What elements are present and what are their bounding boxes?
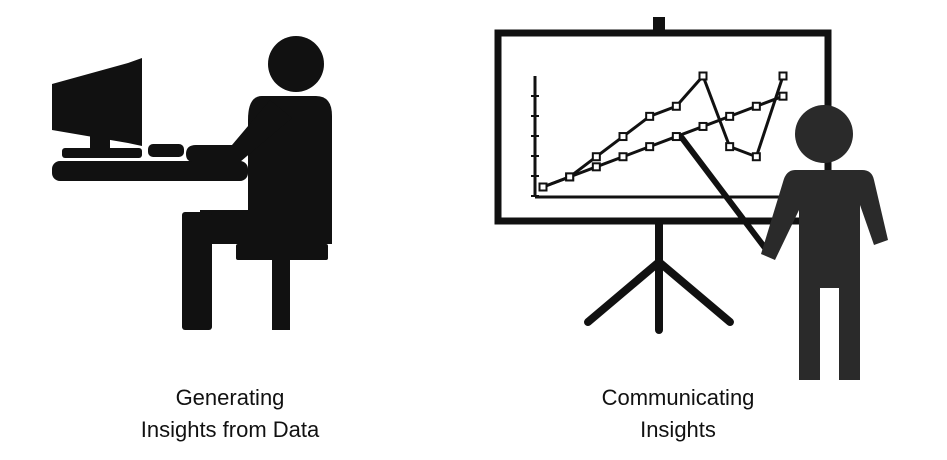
chart-series-line-1 (542, 73, 785, 189)
easel-legs (584, 220, 734, 334)
caption-generating-line2: Insights from Data (140, 417, 320, 442)
chart-point-s1-5 (671, 101, 681, 111)
chart-point-s2-0 (538, 182, 548, 192)
chart-series-line-2 (542, 94, 784, 189)
caption-communicating: Communicating Insights (538, 382, 818, 446)
person-arm (186, 100, 292, 162)
person-at-computer-shapes (52, 36, 332, 330)
easel-peg (653, 17, 665, 33)
chart-point-s2-3 (618, 152, 628, 162)
monitor-screen (52, 58, 142, 146)
presenter-with-chart-icon (494, 17, 888, 380)
desk (52, 161, 248, 181)
caption-generating-line1: Generating (175, 385, 285, 410)
presenter-body (761, 170, 888, 380)
chart-point-s1-6 (698, 71, 708, 81)
caption-generating: Generating Insights from Data (80, 382, 380, 446)
stool-leg (272, 258, 290, 330)
chart-y-ticks (531, 95, 539, 197)
stool-seat (236, 244, 328, 260)
pointer-stick (679, 135, 768, 251)
presenter-head (795, 105, 853, 163)
chart-point-s2-4 (645, 142, 655, 152)
chart-point-s2-2 (591, 162, 601, 172)
easel-right-leg (655, 258, 734, 326)
person-shin (182, 212, 212, 330)
monitor-base (62, 148, 142, 158)
presenter-figure (761, 105, 888, 380)
chart-point-s1-9 (778, 71, 788, 81)
chart-point-s2-6 (698, 121, 708, 131)
board-chart-lines (538, 71, 788, 192)
easel-left-leg (584, 258, 663, 326)
panel-communicating-insights: Communicating Insights (470, 0, 947, 460)
chart-point-s2-1 (565, 172, 575, 182)
person-at-computer-icon (52, 36, 332, 330)
chart-point-s1-4 (645, 111, 655, 121)
caption-communicating-line1: Communicating (601, 385, 755, 410)
chart-point-s1-7 (725, 142, 735, 152)
monitor-neck (90, 128, 110, 150)
keyboard (148, 144, 184, 157)
chart-point-s2-5 (671, 132, 681, 142)
caption-communicating-line2: Insights (640, 417, 716, 442)
chart-point-s2-7 (725, 111, 735, 121)
person-thigh (200, 210, 332, 244)
presentation-board (494, 29, 832, 225)
chart-point-s1-8 (751, 152, 761, 162)
panel-generating-insights: Generating Insights from Data (0, 0, 460, 460)
person-head (268, 36, 324, 92)
chart-point-s2-9 (778, 91, 788, 101)
chart-point-s1-2 (591, 152, 601, 162)
chart-point-s2-8 (751, 101, 761, 111)
chart-point-s1-3 (618, 132, 628, 142)
